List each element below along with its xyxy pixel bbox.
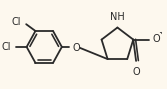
Text: O: O [153, 34, 160, 44]
Text: O: O [72, 43, 80, 53]
Text: Cl: Cl [11, 17, 21, 27]
Text: O: O [132, 67, 140, 77]
Text: NH: NH [110, 12, 125, 22]
Text: Cl: Cl [1, 42, 11, 52]
